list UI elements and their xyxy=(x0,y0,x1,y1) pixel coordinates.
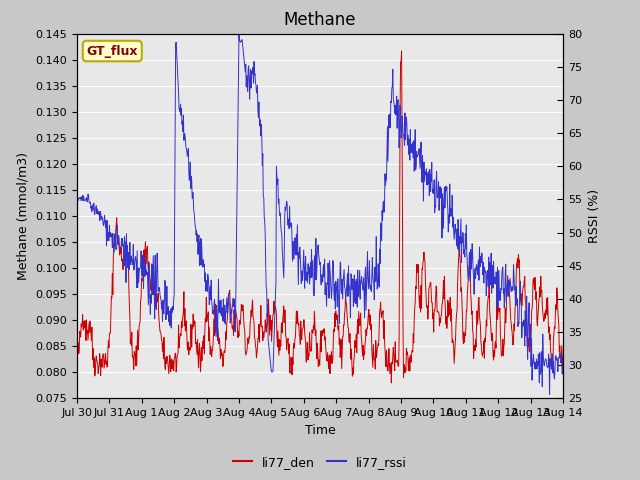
li77_rssi xyxy=(123,231,131,237)
Title: Methane: Methane xyxy=(284,11,356,29)
li77_rssi xyxy=(287,220,295,226)
li77_den xyxy=(123,251,131,256)
li77_den xyxy=(559,354,567,360)
li77_den xyxy=(287,354,295,360)
Line: li77_den: li77_den xyxy=(77,51,563,383)
li77_rssi xyxy=(408,142,415,147)
li77_rssi xyxy=(73,194,81,200)
li77_rssi xyxy=(235,33,243,38)
li77_den xyxy=(462,325,470,331)
Legend: li77_den, li77_rssi: li77_den, li77_rssi xyxy=(228,451,412,474)
li77_den xyxy=(269,311,277,316)
li77_den xyxy=(397,48,405,54)
li77_den xyxy=(453,309,461,315)
Y-axis label: RSSI (%): RSSI (%) xyxy=(588,189,601,243)
Y-axis label: Methane (mmol/m3): Methane (mmol/m3) xyxy=(17,152,30,280)
li77_rssi xyxy=(559,370,567,375)
X-axis label: Time: Time xyxy=(305,424,335,437)
li77_rssi xyxy=(461,230,469,236)
li77_den xyxy=(387,380,395,386)
li77_rssi xyxy=(270,338,278,344)
li77_den xyxy=(408,348,415,354)
li77_rssi xyxy=(452,242,460,248)
Text: GT_flux: GT_flux xyxy=(86,45,138,58)
li77_den xyxy=(73,353,81,359)
Line: li77_rssi: li77_rssi xyxy=(77,36,563,395)
li77_rssi xyxy=(546,392,554,397)
